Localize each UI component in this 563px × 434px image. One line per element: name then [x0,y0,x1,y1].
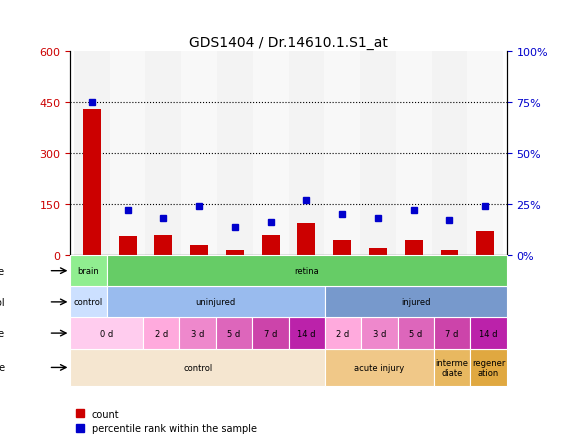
Bar [297,223,315,256]
Bar [119,237,137,256]
FancyBboxPatch shape [70,349,325,386]
Bar [217,52,253,256]
Text: 7 d: 7 d [445,329,459,338]
Text: 14 d: 14 d [479,329,498,338]
FancyBboxPatch shape [361,318,397,349]
Text: time: time [0,329,5,339]
Bar [440,250,458,256]
Legend: count, percentile rank within the sample: count, percentile rank within the sample [73,404,261,434]
Bar [324,52,360,256]
Bar [467,52,503,256]
Text: retina: retina [294,266,319,276]
Bar [396,52,432,256]
FancyBboxPatch shape [434,349,470,386]
Text: injured: injured [401,298,431,307]
Text: disease state: disease state [0,362,5,372]
Text: 14 d: 14 d [297,329,316,338]
Bar [226,250,244,256]
FancyBboxPatch shape [107,256,507,286]
Bar [74,52,110,256]
FancyBboxPatch shape [325,318,361,349]
Bar [360,52,396,256]
Text: 2 d: 2 d [337,329,350,338]
Text: control: control [74,298,103,307]
FancyBboxPatch shape [252,318,289,349]
FancyBboxPatch shape [107,286,325,318]
FancyBboxPatch shape [70,318,143,349]
Bar [405,240,423,256]
Text: 5 d: 5 d [409,329,422,338]
Bar [432,52,467,256]
Bar [145,52,181,256]
FancyBboxPatch shape [470,318,507,349]
Bar [253,52,289,256]
FancyBboxPatch shape [70,286,107,318]
Text: 2 d: 2 d [155,329,168,338]
Bar [369,249,387,256]
FancyBboxPatch shape [289,318,325,349]
Text: acute injury: acute injury [354,363,405,372]
FancyBboxPatch shape [434,318,470,349]
Text: interme
diate: interme diate [436,358,468,377]
Text: 5 d: 5 d [227,329,240,338]
Bar [190,245,208,256]
FancyBboxPatch shape [216,318,252,349]
Text: tissue: tissue [0,266,5,276]
Text: 0 d: 0 d [100,329,113,338]
Bar [154,235,172,256]
Bar [333,240,351,256]
Bar [110,52,145,256]
FancyBboxPatch shape [180,318,216,349]
FancyBboxPatch shape [325,286,507,318]
FancyBboxPatch shape [70,256,107,286]
Bar [181,52,217,256]
Text: regener
ation: regener ation [472,358,505,377]
FancyBboxPatch shape [470,349,507,386]
Text: control: control [183,363,212,372]
Bar [289,52,324,256]
Text: protocol: protocol [0,297,5,307]
Text: 7 d: 7 d [263,329,277,338]
Bar [83,110,101,256]
Text: 3 d: 3 d [191,329,204,338]
Title: GDS1404 / Dr.14610.1.S1_at: GDS1404 / Dr.14610.1.S1_at [189,36,388,49]
FancyBboxPatch shape [397,318,434,349]
Text: uninjured: uninjured [196,298,236,307]
Bar [262,235,280,256]
FancyBboxPatch shape [325,349,434,386]
FancyBboxPatch shape [143,318,180,349]
Text: 3 d: 3 d [373,329,386,338]
Text: brain: brain [78,266,100,276]
Bar [476,232,494,256]
